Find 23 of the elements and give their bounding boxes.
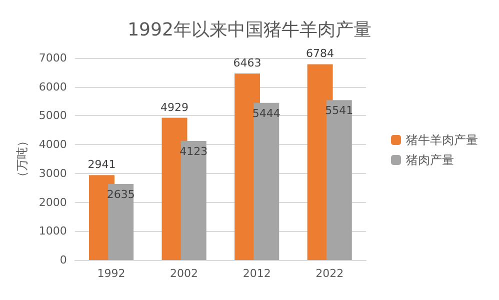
y-tick-label: 6000 (38, 80, 67, 94)
legend-label: 猪牛羊肉产量 (406, 133, 478, 147)
y-tick-label: 4000 (38, 138, 67, 152)
y-tick-label: 3000 (38, 166, 67, 180)
bar (326, 100, 352, 260)
x-tick-label: 2022 (316, 267, 344, 280)
data-label: 2941 (88, 158, 116, 172)
y-axis-title: （万吨） (15, 135, 29, 183)
data-label: 4929 (160, 100, 189, 114)
bar (180, 141, 206, 260)
x-tick-label: 2002 (170, 267, 198, 280)
y-tick-label: 0 (60, 254, 67, 266)
x-tick-label: 2012 (242, 267, 271, 280)
legend-label: 猪肉产量 (406, 153, 454, 167)
bar (254, 102, 280, 260)
y-tick-label: 1000 (38, 224, 67, 238)
data-label: 6784 (306, 47, 334, 60)
x-tick-label: 1992 (97, 267, 126, 280)
data-label: 6463 (233, 56, 262, 70)
y-tick-label: 2000 (38, 196, 67, 209)
chart-title: 1992年以来中国猪牛羊肉产量 (128, 20, 372, 40)
y-tick-label: 7000 (38, 52, 67, 64)
y-tick-label: 5000 (38, 109, 67, 122)
